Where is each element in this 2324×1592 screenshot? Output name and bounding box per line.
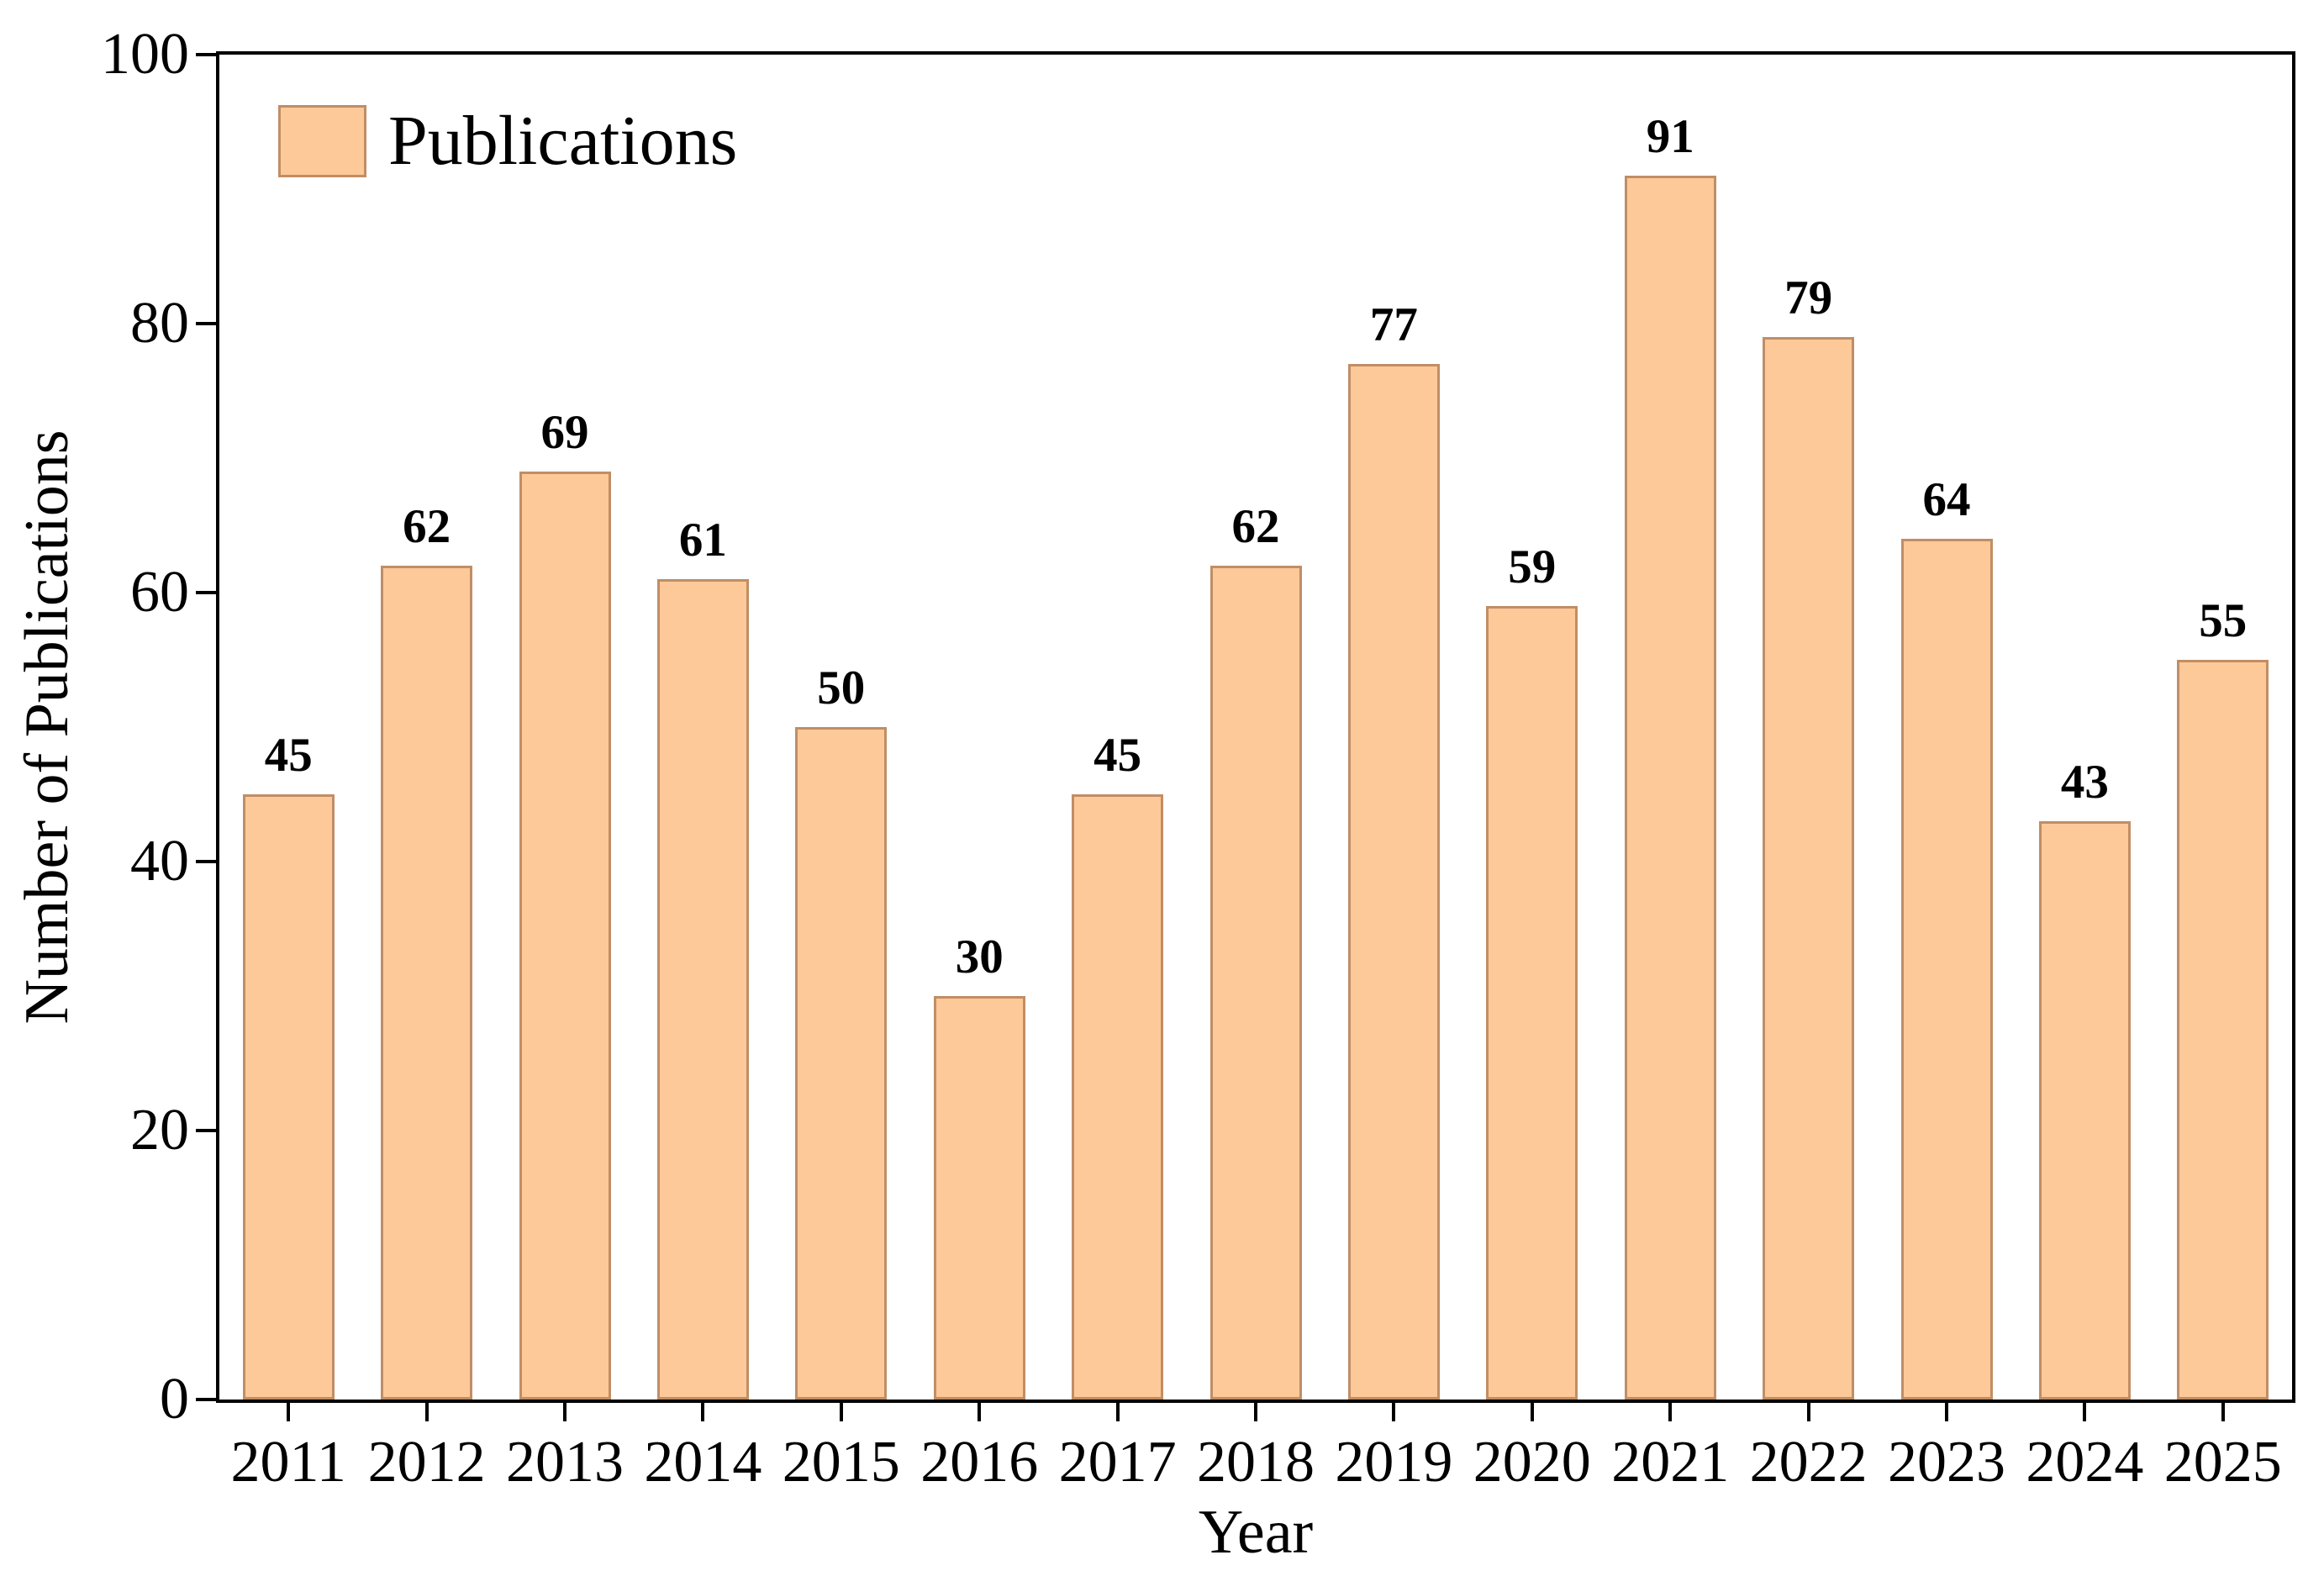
x-tick — [287, 1403, 291, 1421]
bar-value-label: 30 — [955, 930, 1004, 983]
x-tick — [1668, 1403, 1673, 1421]
x-tick — [1530, 1403, 1534, 1421]
x-tick-label: 2015 — [782, 1430, 900, 1494]
y-tick-label: 40 — [130, 829, 189, 894]
x-tick — [1945, 1403, 1948, 1421]
x-tick-label: 2013 — [506, 1430, 624, 1494]
y-tick — [196, 591, 216, 594]
bar-2011 — [243, 794, 335, 1400]
bar-value-label: 79 — [1784, 271, 1833, 324]
x-tick — [1115, 1403, 1120, 1421]
legend: Publications — [278, 105, 737, 177]
x-tick — [424, 1403, 429, 1421]
y-tick — [196, 860, 216, 863]
bar-2015 — [795, 727, 887, 1400]
x-tick — [701, 1403, 705, 1421]
bar-value-label: 62 — [403, 500, 451, 553]
bar-value-label: 91 — [1646, 110, 1694, 163]
bar-2012 — [381, 566, 472, 1400]
y-tick-label: 0 — [160, 1367, 189, 1431]
bar-value-label: 45 — [264, 729, 313, 782]
bar-2023 — [1901, 539, 1993, 1400]
bar-2018 — [1210, 566, 1302, 1400]
x-tick-label: 2020 — [1473, 1430, 1591, 1494]
y-tick — [196, 1129, 216, 1132]
bar-2024 — [2039, 821, 2131, 1400]
bar-2014 — [657, 579, 749, 1400]
bar-2021 — [1625, 176, 1716, 1400]
plot-area: Publications 45 62 69 61 50 30 45 62 77 59 91 79 64 4… — [101, 25, 2295, 1492]
x-tick-label: 2016 — [920, 1430, 1039, 1494]
bar-value-label: 50 — [817, 662, 866, 714]
x-tick-label: 2018 — [1197, 1430, 1315, 1494]
bar-value-label: 62 — [1231, 500, 1280, 553]
x-tick-label: 2011 — [230, 1430, 346, 1494]
x-tick-label: 2024 — [2026, 1430, 2144, 1494]
x-tick — [563, 1403, 567, 1421]
y-tick-label: 20 — [130, 1098, 189, 1162]
bar-2019 — [1348, 364, 1440, 1400]
y-tick — [196, 1398, 216, 1401]
x-tick — [839, 1403, 843, 1421]
y-tick-label: 100 — [101, 22, 189, 87]
legend-swatch — [278, 105, 366, 177]
bar-2016 — [934, 996, 1025, 1400]
bar-2017 — [1072, 794, 1163, 1400]
x-tick — [1254, 1403, 1257, 1421]
y-tick-label: 80 — [130, 291, 189, 356]
bar-2020 — [1486, 606, 1578, 1400]
x-tick — [1392, 1403, 1396, 1421]
bar-value-label: 55 — [2199, 594, 2248, 647]
x-tick-label: 2022 — [1749, 1430, 1868, 1494]
y-tick — [196, 53, 216, 56]
y-tick-label: 60 — [130, 560, 189, 625]
y-tick — [196, 322, 216, 325]
bar-2013 — [519, 472, 611, 1400]
x-tick — [1806, 1403, 1810, 1421]
x-axis-label: Year — [1198, 1498, 1314, 1567]
x-tick-label: 2021 — [1611, 1430, 1730, 1494]
x-tick — [2083, 1403, 2087, 1421]
bar-value-label: 69 — [540, 406, 589, 459]
bar-value-label: 45 — [1093, 729, 1142, 782]
x-tick-label: 2017 — [1058, 1430, 1177, 1494]
bar-2025 — [2177, 660, 2269, 1400]
bar-2022 — [1763, 337, 1854, 1400]
x-tick-label: 2014 — [644, 1430, 762, 1494]
x-tick — [978, 1403, 982, 1421]
bar-value-label: 64 — [1922, 473, 1971, 526]
bar-value-label: 43 — [2060, 756, 2109, 809]
x-tick-label: 2023 — [1888, 1430, 2005, 1494]
y-axis-label: Number of Publications — [13, 430, 82, 1025]
legend-label: Publications — [388, 102, 738, 180]
bar-value-label: 59 — [1508, 540, 1557, 593]
x-tick-label: 2025 — [2163, 1430, 2282, 1494]
bar-value-label: 77 — [1369, 298, 1418, 351]
x-tick-label: 2019 — [1335, 1430, 1453, 1494]
x-tick — [2221, 1403, 2225, 1421]
x-tick-label: 2012 — [367, 1430, 486, 1494]
bar-value-label: 61 — [678, 514, 727, 567]
